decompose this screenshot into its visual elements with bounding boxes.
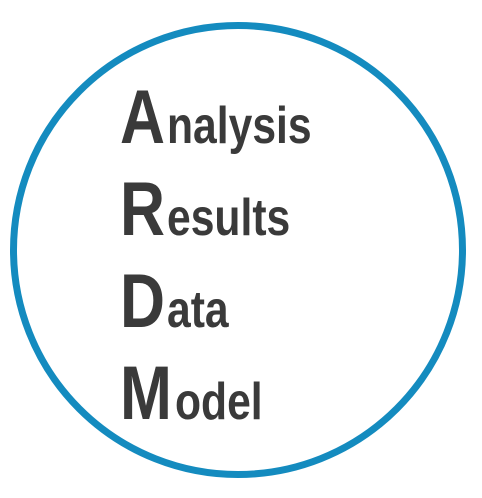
word-remainder: ata (166, 281, 229, 339)
title-line-results: R esults (120, 172, 343, 264)
word-remainder: esults (166, 189, 291, 247)
initial-letter: D (120, 259, 166, 344)
initial-letter: M (120, 351, 172, 436)
title-line-model: M odel (120, 356, 343, 448)
word-remainder: odel (175, 373, 263, 431)
initial-letter: A (120, 75, 166, 160)
title-line-analysis: A nalysis (120, 80, 343, 172)
title-line-data: D ata (120, 264, 343, 356)
circle-ring (10, 22, 466, 478)
acronym-title: A nalysis R esults D ata M odel (120, 80, 343, 448)
initial-letter: R (120, 167, 166, 252)
word-remainder: nalysis (166, 97, 312, 155)
